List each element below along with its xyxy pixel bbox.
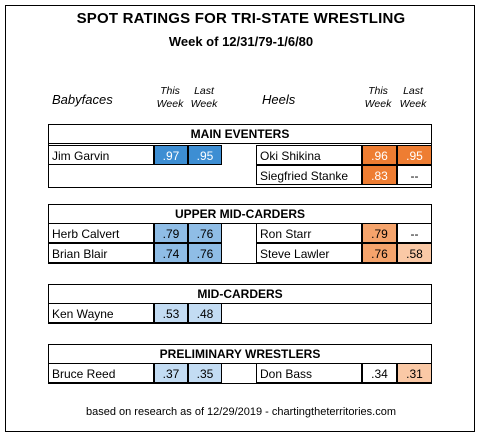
section-title-prelim: PRELIMINARY WRESTLERS [49,345,431,364]
this-label: This [368,85,388,97]
last-week-header-faces: Last Week [188,85,220,111]
heel-last-week-value: .31 [397,363,432,383]
heel-last-week-value: .95 [397,145,432,165]
face-name-1: Ken Wayne [48,303,154,323]
face-last-week-value: .48 [188,303,222,323]
heel-name-1: Don Bass [256,363,362,383]
week-label: Week [399,98,427,110]
heel-this-week-value: .83 [362,165,397,185]
face-last-week-value: .35 [188,363,222,383]
outer-frame [5,5,475,432]
heel-this-week-value: .96 [362,145,397,165]
face-this-week-value: .53 [154,303,188,323]
face-name-1: Jim Garvin [48,145,154,165]
page-title: SPOT RATINGS FOR TRI-STATE WRESTLING [76,10,406,27]
section-title-mid: MID-CARDERS [49,285,431,304]
section-title-main: MAIN EVENTERS [49,125,431,144]
heel-name-1: Ron Starr [256,223,362,243]
week-label: Week [190,98,218,110]
face-last-week-value: .95 [188,145,222,165]
face-name-1: Herb Calvert [48,223,154,243]
last-label: Last [194,85,214,97]
this-label: This [160,85,180,97]
heel-this-week-value: .34 [362,363,397,383]
face-this-week-value: .79 [154,223,188,243]
this-week-header-heels: This Week [362,85,394,111]
section-title-upper: UPPER MID-CARDERS [49,205,431,224]
last-week-header-heels: Last Week [397,85,429,111]
heel-this-week-value: .79 [362,223,397,243]
face-name-1: Bruce Reed [48,363,154,383]
heel-name-2: Steve Lawler [256,243,362,263]
heels-header: Heels [262,92,296,107]
heel-name-2: Siegfried Stanke [256,165,362,185]
face-name-2: Brian Blair [48,243,154,263]
heel-this-week-value: .76 [362,243,397,263]
face-this-week-value: .74 [154,243,188,263]
week-label: Week [156,98,184,110]
heel-last-week-value: .58 [397,243,432,263]
heel-last-week-value: -- [397,223,432,243]
heel-last-week-value: -- [397,165,432,185]
footer-note: based on research as of 12/29/2019 - cha… [85,406,396,418]
week-label: Week [364,98,392,110]
babyfaces-header: Babyfaces [52,92,113,107]
face-last-week-value: .76 [188,243,222,263]
last-label: Last [403,85,423,97]
this-week-header-faces: This Week [154,85,186,111]
face-this-week-value: .37 [154,363,188,383]
page-subtitle: Week of 12/31/79-1/6/80 [168,34,314,49]
face-this-week-value: .97 [154,145,188,165]
heel-name-1: Oki Shikina [256,145,362,165]
face-last-week-value: .76 [188,223,222,243]
